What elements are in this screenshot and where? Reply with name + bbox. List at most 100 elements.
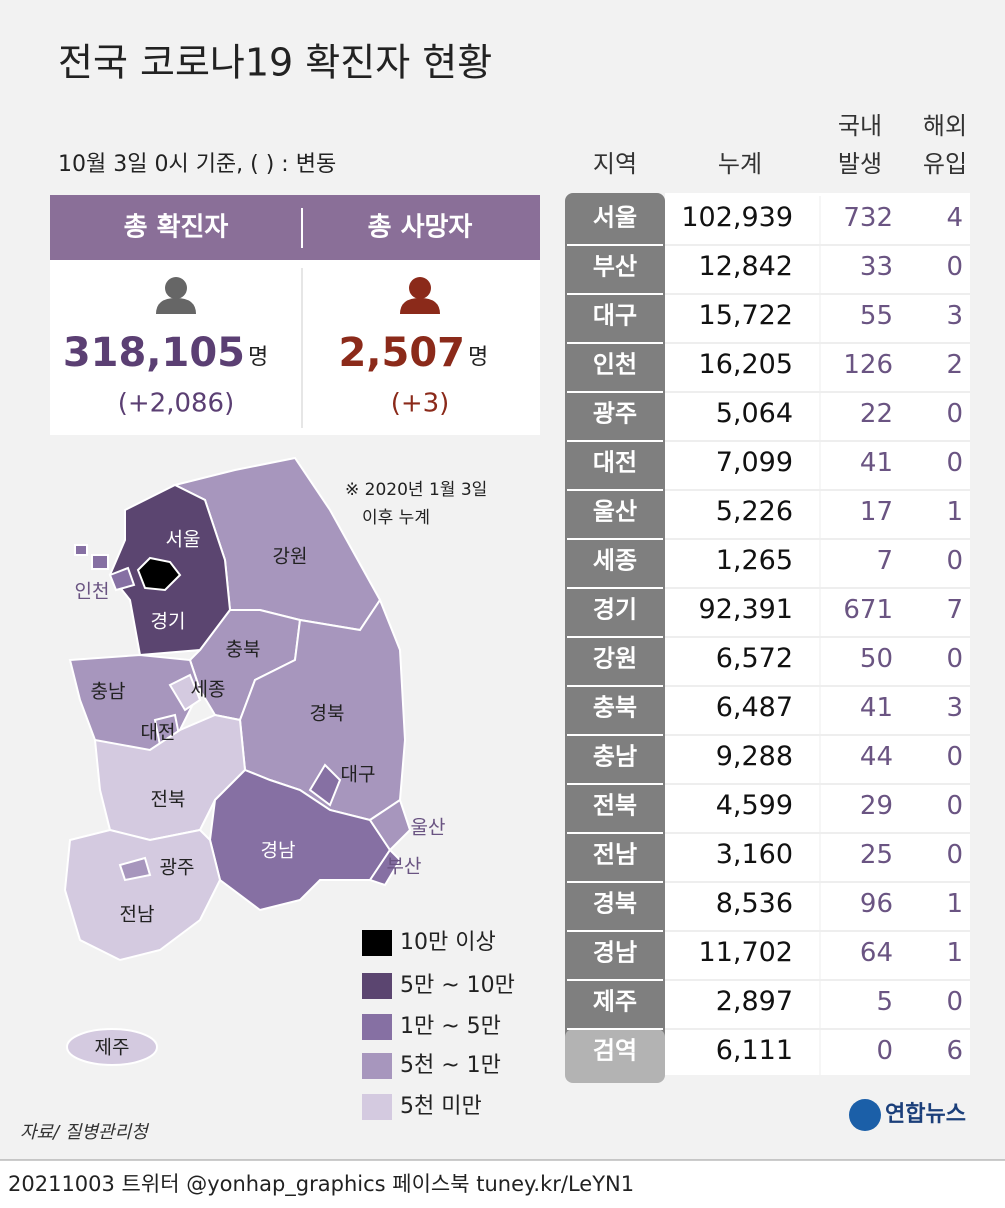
cell-overseas: 2 xyxy=(946,350,963,380)
cell-total: 15,722 xyxy=(699,300,793,331)
cell-domestic: 25 xyxy=(860,840,893,870)
summary-change: (+3) xyxy=(391,389,450,419)
region-name: 경기 xyxy=(593,596,637,624)
cell-total: 5,064 xyxy=(716,398,793,429)
footer: 20211003 트위터 @yonhap_graphics 페이스북 tuney… xyxy=(8,1172,634,1197)
region-name: 경남 xyxy=(593,939,637,967)
region-name: 부산 xyxy=(593,253,637,281)
region-name: 검역 xyxy=(593,1037,637,1065)
column-header: 국내 xyxy=(838,112,882,140)
cell-total: 9,288 xyxy=(716,741,793,772)
cell-total: 16,205 xyxy=(699,349,793,380)
cell-total: 6,572 xyxy=(716,643,793,674)
cell-domestic: 55 xyxy=(860,301,893,331)
footnote: ※ 2020년 1월 3일 xyxy=(345,480,487,500)
summary-change: (+2,086) xyxy=(118,389,235,419)
region-label: 인천 xyxy=(75,581,110,603)
region-name: 울산 xyxy=(593,498,637,526)
column-header: 해외 xyxy=(923,112,967,140)
region-label: 경기 xyxy=(151,611,186,633)
cell-domestic: 732 xyxy=(843,203,893,233)
region-label: 전북 xyxy=(151,789,186,811)
logo: 연합뉴스 xyxy=(849,1099,966,1131)
cell-overseas: 3 xyxy=(946,693,963,723)
summary-header xyxy=(50,195,540,260)
cell-total: 5,226 xyxy=(716,496,793,527)
region-jeju xyxy=(66,1028,158,1066)
region-label: 충북 xyxy=(226,639,261,661)
cell-overseas: 6 xyxy=(946,1036,963,1066)
cell-total: 6,487 xyxy=(716,692,793,723)
region-label: 광주 xyxy=(160,857,195,879)
summary-unit: 명 xyxy=(468,345,488,370)
region-label: 서울 xyxy=(166,529,201,551)
summary-value: 2,507 xyxy=(338,330,465,376)
summary-body xyxy=(50,260,540,435)
region-busan xyxy=(368,848,402,887)
region-label: 충남 xyxy=(91,681,126,703)
column-header: 발생 xyxy=(838,150,882,178)
legend-label: 5만 ~ 10만 xyxy=(400,973,515,998)
cell-overseas: 0 xyxy=(946,644,963,674)
region-label: 세종 xyxy=(191,679,226,701)
region-label: 경남 xyxy=(261,840,296,862)
cell-domestic: 126 xyxy=(843,350,893,380)
cell-overseas: 0 xyxy=(946,791,963,821)
cell-domestic: 50 xyxy=(860,644,893,674)
legend-swatch xyxy=(362,1094,392,1120)
cell-overseas: 7 xyxy=(946,595,963,625)
cell-overseas: 0 xyxy=(946,546,963,576)
region-name: 대구 xyxy=(593,302,637,330)
column-header: 지역 xyxy=(593,150,637,178)
region-name: 충남 xyxy=(593,743,637,771)
region-label: 대전 xyxy=(141,722,176,744)
note: 10월 3일 0시 기준, ( ) : 변동 xyxy=(58,152,336,177)
column-header: 누계 xyxy=(718,150,762,178)
region-column xyxy=(565,193,665,1075)
cell-total: 7,099 xyxy=(716,447,793,478)
cell-overseas: 0 xyxy=(946,399,963,429)
logo-text: 연합뉴스 xyxy=(885,1101,966,1127)
cell-domestic: 44 xyxy=(860,742,893,772)
cell-overseas: 0 xyxy=(946,448,963,478)
cell-domestic: 17 xyxy=(860,497,893,527)
region-name: 전남 xyxy=(593,841,637,869)
column-header: 유입 xyxy=(923,150,967,178)
cell-total: 2,897 xyxy=(716,986,793,1017)
region-cell-muted xyxy=(565,1029,665,1083)
cell-domestic: 22 xyxy=(860,399,893,429)
region-seoul xyxy=(136,556,182,592)
cell-domestic: 29 xyxy=(860,791,893,821)
region-name: 충북 xyxy=(593,694,637,722)
map xyxy=(63,456,412,1066)
region-gwangju xyxy=(118,856,152,882)
table-body xyxy=(665,193,970,1075)
region-name: 강원 xyxy=(593,645,637,673)
footnote: 이후 누계 xyxy=(362,508,430,528)
cell-domestic: 671 xyxy=(843,595,893,625)
region-name: 전북 xyxy=(593,792,637,820)
region-incheon xyxy=(108,566,136,592)
region-label: 경북 xyxy=(310,703,345,725)
region-name: 경북 xyxy=(593,890,637,918)
cell-overseas: 3 xyxy=(946,301,963,331)
cell-domestic: 41 xyxy=(860,693,893,723)
region-label: 부산 xyxy=(387,856,422,878)
cell-total: 12,842 xyxy=(699,251,793,282)
summary-unit: 명 xyxy=(248,345,268,370)
cell-domestic: 7 xyxy=(876,546,893,576)
cell-total: 8,536 xyxy=(716,888,793,919)
person-icon xyxy=(156,277,196,314)
region-name: 세종 xyxy=(593,547,637,575)
region-incheon xyxy=(91,554,109,570)
cell-total: 4,599 xyxy=(716,790,793,821)
cell-total: 6,111 xyxy=(716,1035,793,1066)
person-icon xyxy=(400,277,440,314)
source: 자료/ 질병관리청 xyxy=(20,1122,150,1143)
legend-label: 5천 미만 xyxy=(400,1094,482,1119)
cell-overseas: 1 xyxy=(946,938,963,968)
region-name: 제주 xyxy=(593,988,637,1016)
cell-domestic: 33 xyxy=(860,252,893,282)
